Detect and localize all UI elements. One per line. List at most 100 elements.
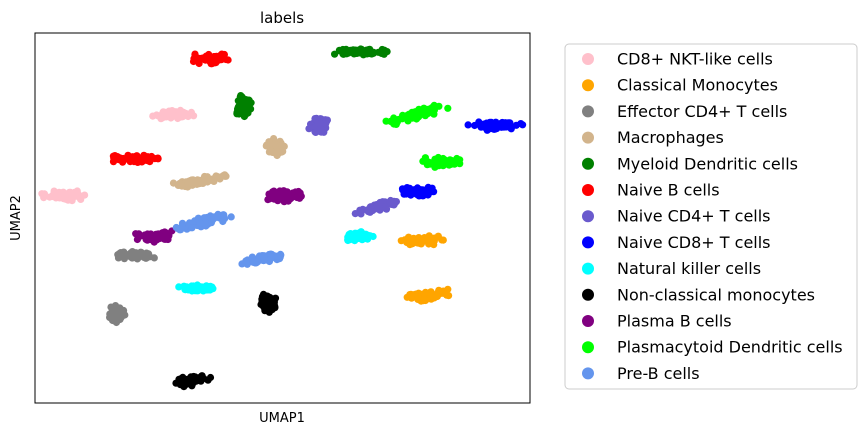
scatter-point <box>483 119 491 127</box>
scatter-point <box>191 287 199 295</box>
legend-marker-natural-killer-cells <box>582 262 594 275</box>
plot-frame <box>34 32 531 404</box>
scatter-point <box>61 194 69 202</box>
scatter-point <box>444 104 452 112</box>
cluster-classical-monocytes-1 <box>397 232 447 249</box>
scatter-points <box>38 45 527 391</box>
scatter-point <box>132 230 140 238</box>
legend-label-non-classical-monocytes: Non-classical monocytes <box>617 285 815 304</box>
scatter-point <box>407 191 415 199</box>
cluster-macrophages-1 <box>262 135 288 160</box>
scatter-point <box>347 230 355 238</box>
legend-marker-macrophages <box>582 131 594 144</box>
scatter-point <box>471 121 479 130</box>
scatter-point <box>195 54 203 63</box>
scatter-point <box>421 110 429 118</box>
legend-marker-myeloid-dendritic-cells <box>582 157 594 170</box>
legend-label-macrophages: Macrophages <box>617 128 724 147</box>
scatter-point <box>346 236 354 244</box>
cluster-natural-killer-cells-1 <box>344 228 377 245</box>
cluster-plasma-b-cells-2 <box>132 227 176 246</box>
cluster-naive-b-cells-2 <box>109 151 162 166</box>
scatter-point <box>444 285 452 293</box>
scatter-point <box>205 177 213 185</box>
scatter-point <box>421 289 430 297</box>
cluster-macrophages-2 <box>169 171 230 191</box>
cluster-natural-killer-cells-2 <box>175 281 217 295</box>
scatter-point <box>426 159 434 167</box>
legend-label-myeloid-dendritic-cells: Myeloid Dendritic cells <box>617 154 798 173</box>
scatter-point <box>134 158 142 166</box>
scatter-point <box>186 178 194 186</box>
scatter-point <box>71 191 79 199</box>
scatter-point <box>280 194 288 202</box>
scatter-point <box>366 203 374 211</box>
scatter-point <box>393 118 401 126</box>
scatter-point <box>219 217 227 226</box>
scatter-point <box>239 105 247 113</box>
legend-label-naive-b-cells: Naive B cells <box>617 181 720 200</box>
cluster-myeloid-dendritic-cells-2 <box>233 92 255 121</box>
scatter-point <box>134 254 142 262</box>
scatter-point <box>206 284 214 292</box>
scatter-point <box>445 292 453 300</box>
scatter-point <box>141 231 149 239</box>
scatter-point <box>382 117 390 125</box>
cluster-pre-b-cells-2 <box>238 250 285 268</box>
scatter-point <box>52 192 60 200</box>
scatter-point <box>128 254 136 262</box>
scatter-point <box>312 128 320 136</box>
scatter-point <box>213 172 221 181</box>
scatter-point <box>342 45 350 54</box>
scatter-point <box>408 236 416 245</box>
cluster-plasmacytoid-dendritic-cells-2 <box>419 153 464 171</box>
y-axis-label: UMAP2 <box>9 195 24 241</box>
scatter-point <box>414 293 422 301</box>
legend-marker-naive-cd8-t-cells <box>582 236 594 249</box>
legend-marker-classical-monocytes <box>582 79 594 92</box>
scatter-point <box>403 113 412 121</box>
scatter-point <box>188 224 196 232</box>
scatter-point <box>418 237 426 245</box>
scatter-point <box>268 306 276 314</box>
scatter-point <box>410 110 418 118</box>
scatter-point <box>178 223 186 231</box>
scatter-point <box>204 376 212 384</box>
scatter-point <box>305 125 313 133</box>
scatter-point <box>263 293 271 301</box>
scatter-point <box>121 252 129 260</box>
scatter-point <box>195 180 204 188</box>
scatter-point <box>420 104 428 112</box>
scatter-point <box>227 213 235 221</box>
scatter-point <box>154 155 162 163</box>
scatter-point <box>140 252 148 260</box>
legend-label-effector-cd4-t-cells: Effector CD4+ T cells <box>617 102 787 121</box>
legend-marker-non-classical-monocytes <box>582 288 594 301</box>
cluster-pre-b-cells-1 <box>172 210 235 234</box>
scatter-point <box>433 292 441 300</box>
legend-label-classical-monocytes: Classical Monocytes <box>617 76 778 95</box>
scatter-point <box>427 292 435 300</box>
scatter-point <box>507 125 515 133</box>
legend-marker-naive-b-cells <box>582 184 594 196</box>
scatter-point <box>175 283 183 291</box>
scatter-point <box>373 202 381 210</box>
scatter-point <box>403 293 411 301</box>
scatter-point <box>119 154 127 163</box>
scatter-point <box>266 195 274 203</box>
scatter-point <box>201 284 209 292</box>
scatter-point <box>331 50 339 58</box>
legend-label-naive-cd4-t-cells: Naive CD4+ T cells <box>617 207 771 226</box>
scatter-point <box>386 198 394 206</box>
legend: CD8+ NKT-like cells Classical Monocytes Ef… <box>564 43 858 390</box>
scatter-point <box>201 54 209 62</box>
scatter-point <box>297 192 305 200</box>
legend-marker-effector-cd4-t-cells <box>582 105 594 118</box>
cluster-naive-b-cells-1 <box>189 50 232 68</box>
scatter-point <box>200 214 208 222</box>
scatter-point <box>424 235 432 243</box>
scatter-point <box>439 236 447 244</box>
scatter-point <box>108 312 116 320</box>
scatter-point <box>260 253 268 261</box>
